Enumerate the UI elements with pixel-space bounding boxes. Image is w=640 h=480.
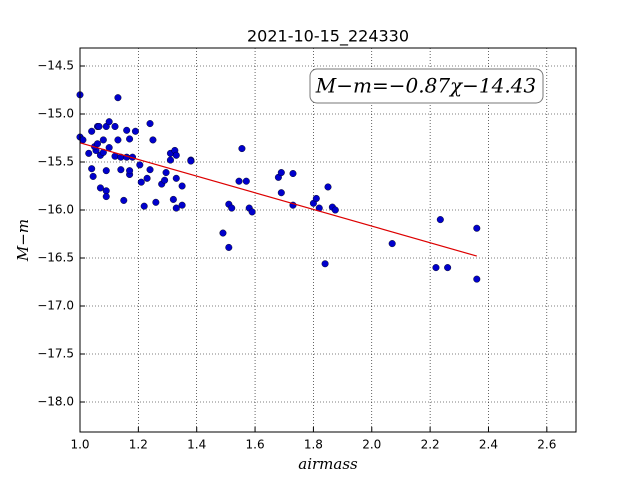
point (79, 136, 87, 144)
point (146, 166, 154, 174)
point (114, 136, 122, 144)
y-tick-label: −16.5 (37, 251, 74, 265)
point (88, 127, 96, 135)
point (331, 206, 339, 214)
point (436, 216, 444, 224)
point (120, 196, 128, 204)
point (117, 166, 125, 174)
x-tick-label: 1.6 (246, 438, 265, 452)
y-tick-label: −18.0 (37, 395, 74, 409)
point (89, 172, 97, 180)
point (277, 189, 285, 197)
point (187, 157, 195, 165)
point (219, 229, 227, 237)
point (149, 136, 157, 144)
point (140, 202, 148, 210)
chart-title: 2021-10-15_224330 (247, 27, 409, 47)
point (136, 161, 144, 169)
point (242, 177, 250, 185)
x-tick-label: 1.4 (187, 438, 206, 452)
x-tick-label: 2.2 (421, 438, 440, 452)
point (312, 194, 320, 202)
x-tick-label: 2.0 (362, 438, 381, 452)
point (111, 122, 119, 130)
y-tick-label: −16.0 (37, 203, 74, 217)
point (228, 204, 236, 212)
point (172, 204, 180, 212)
point (444, 264, 452, 272)
point (114, 94, 122, 102)
point (95, 122, 103, 130)
point (238, 145, 246, 153)
plot-area: 1.0 1.2 1.4 1.6 1.8 2.0 2.2 2.4 2.6 −14.5 −15.0 −15… (37, 48, 576, 452)
point (248, 208, 256, 216)
point (166, 156, 174, 164)
point (432, 264, 440, 272)
point (88, 165, 96, 173)
point (105, 118, 113, 126)
point (143, 174, 151, 182)
point (96, 184, 104, 192)
point (277, 169, 285, 177)
y-tick-label: −17.5 (37, 347, 74, 361)
point (324, 183, 332, 191)
x-tick-label: 2.4 (479, 438, 498, 452)
point (473, 224, 481, 232)
point (235, 177, 243, 185)
point (388, 240, 396, 248)
point (131, 127, 139, 135)
point (321, 260, 329, 268)
point (473, 275, 481, 283)
x-tick-label: 1.8 (304, 438, 323, 452)
fit-line (79, 142, 477, 257)
x-tick-label: 1.2 (129, 438, 148, 452)
point (102, 193, 110, 201)
point (94, 140, 102, 148)
point (169, 195, 177, 203)
y-axis-label: M−m (14, 219, 32, 262)
point (172, 151, 180, 159)
y-tick-label: −14.5 (37, 59, 74, 73)
point (178, 182, 186, 190)
x-tick-label: 1.0 (70, 438, 89, 452)
annotation: M−m=−0.87χ−14.43 (315, 74, 536, 98)
point (225, 243, 233, 251)
point (126, 135, 134, 143)
point (172, 174, 180, 182)
point (161, 176, 169, 184)
point (123, 126, 131, 134)
point (137, 178, 145, 186)
annotation-box (309, 68, 544, 104)
point (152, 198, 160, 206)
point (178, 201, 186, 209)
x-axis-label: airmass (298, 455, 358, 473)
y-tick-label: −15.5 (37, 155, 74, 169)
x-tick-label: 2.6 (537, 438, 556, 452)
point (162, 169, 170, 177)
point (126, 167, 134, 175)
y-tick-label: −17.0 (37, 299, 74, 313)
point (289, 170, 297, 178)
point (102, 167, 110, 175)
point (146, 120, 154, 128)
axes-frame (79, 47, 577, 433)
point (99, 136, 107, 144)
y-tick-label: −15.0 (37, 107, 74, 121)
point (85, 149, 93, 157)
